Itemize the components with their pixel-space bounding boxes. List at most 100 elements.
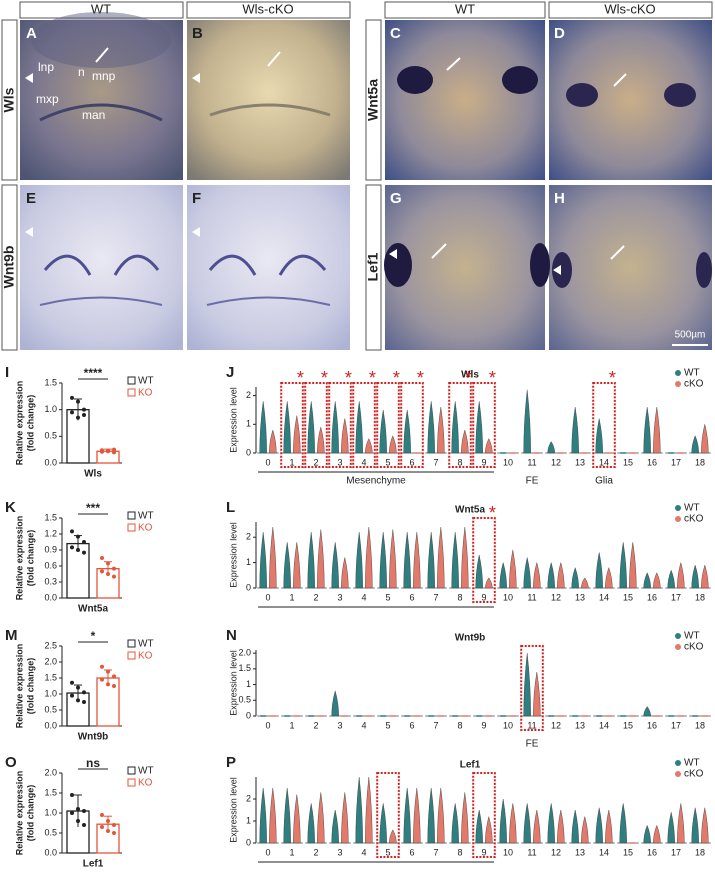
violin (427, 401, 435, 454)
y-axis-label: (fold change) (25, 785, 35, 842)
violin (379, 409, 387, 454)
violin (307, 401, 315, 454)
x-axis-label: Wls (84, 469, 102, 480)
y-tick-label: 1.5 (44, 787, 57, 797)
data-point (106, 669, 110, 674)
violin (619, 542, 627, 589)
legend-dot (675, 516, 681, 522)
legend-swatch (127, 376, 136, 385)
violin (437, 787, 445, 844)
legend-swatch (127, 766, 136, 775)
y-tick-label: 1.5 (238, 663, 251, 673)
y-axis-label: (fold change) (25, 658, 35, 715)
data-point (76, 415, 80, 420)
highlight-box (520, 645, 544, 731)
data-point (112, 674, 116, 679)
x-tick-label: 16 (647, 592, 657, 602)
highlight-star: * (465, 368, 472, 388)
y-tick-label: 1.0 (44, 807, 57, 817)
data-point (70, 811, 74, 815)
violin (413, 787, 421, 844)
highlight-box (376, 382, 400, 468)
y-tick-label: 2.0 (44, 656, 57, 666)
panel-letter: H (554, 190, 565, 207)
data-point (82, 550, 86, 555)
violin (523, 653, 531, 717)
x-tick-label: 10 (503, 720, 513, 730)
x-tick-label: 3 (337, 847, 342, 857)
violin (677, 803, 685, 844)
x-tick-label: 0 (265, 457, 270, 467)
violin (331, 542, 339, 589)
row-box (1, 19, 18, 181)
legend-label: KO (138, 388, 153, 399)
legend-label: WT (684, 368, 700, 379)
significance: *** (86, 501, 100, 515)
x-tick-label: 4 (361, 457, 366, 467)
violin (523, 389, 531, 454)
highlight-box (328, 382, 352, 468)
violin (653, 572, 661, 589)
violin (557, 809, 565, 844)
x-tick-label: 11 (527, 592, 536, 602)
x-tick-label: 5 (385, 592, 390, 602)
legend-dot (675, 760, 681, 766)
violin (389, 435, 397, 454)
y-tick-label: 1 (246, 679, 251, 689)
data-point (82, 809, 86, 813)
x-tick-label: 10 (503, 592, 513, 602)
y-tick-label: 1.5 (44, 512, 57, 522)
x-tick-label: 1 (289, 457, 294, 467)
violin (355, 532, 363, 589)
x-tick-label: 15 (623, 847, 633, 857)
violin (499, 561, 507, 589)
violin (389, 529, 397, 589)
y-tick-label: 2.0 (238, 648, 251, 658)
legend-label: WT (138, 639, 154, 650)
x-tick-label: 18 (695, 457, 705, 467)
data-point (76, 685, 80, 690)
x-tick-label: 17 (671, 847, 681, 857)
x-tick-label: 7 (433, 457, 438, 467)
row-label: Lef1 (365, 252, 381, 281)
violin (571, 567, 579, 589)
data-point (112, 823, 116, 827)
header-box (384, 1, 546, 19)
data-point (112, 574, 116, 579)
x-tick-label: 4 (361, 847, 366, 857)
legend-label: WT (138, 511, 154, 522)
x-tick-label: 9 (481, 720, 486, 730)
photo (20, 185, 183, 350)
violin (283, 542, 291, 589)
violin (701, 424, 709, 454)
y-tick-label: 1.0 (44, 688, 57, 698)
violin (389, 829, 397, 844)
violin (259, 401, 267, 454)
annotation: lnp (38, 60, 54, 74)
legend-swatch (127, 778, 136, 787)
highlight-box (472, 382, 496, 468)
violin (437, 407, 445, 454)
violin (307, 803, 315, 844)
y-tick-label: 0.5 (238, 695, 251, 705)
highlight-star: * (369, 368, 376, 388)
column-header: Wls-cKO (242, 1, 293, 16)
violin (427, 787, 435, 844)
x-tick-label: 5 (385, 457, 390, 467)
y-tick-label: 0.5 (44, 827, 57, 837)
x-tick-label: 14 (599, 592, 609, 602)
data-point (100, 569, 104, 574)
x-axis-label: Wnt5a (78, 604, 108, 615)
legend-label: WT (138, 766, 154, 777)
highlight-star: * (345, 368, 352, 388)
y-axis-label: Relative expression (14, 771, 24, 856)
x-tick-label: 6 (409, 457, 414, 467)
y-tick-label: 1 (246, 419, 251, 429)
significance: **** (84, 366, 103, 380)
violin (307, 532, 315, 589)
violin (451, 532, 459, 589)
x-tick-label: 9 (481, 457, 486, 467)
y-axis-label: Relative expression (14, 516, 24, 601)
violin (485, 438, 493, 454)
